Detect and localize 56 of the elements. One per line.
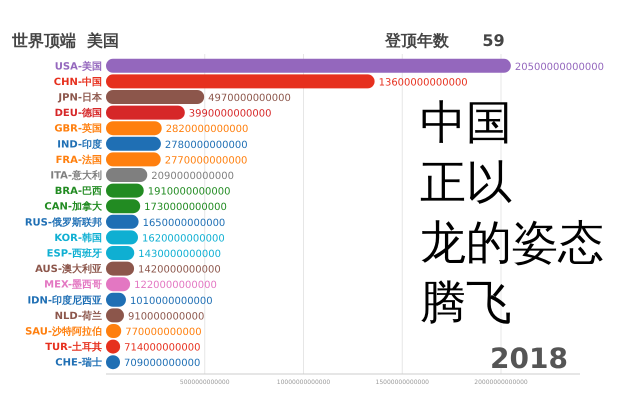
annotation: 龙的姿态	[420, 215, 604, 269]
y-tick-label: SAU-沙特阿拉伯	[25, 326, 102, 338]
data-label: 1010000000000	[130, 296, 213, 307]
data-label: 4970000000000	[208, 93, 291, 104]
data-label: 709000000000	[124, 358, 200, 370]
y-tick-label: CHN-中国	[54, 76, 102, 88]
data-label: 13600000000000	[378, 77, 468, 88]
y-tick-label: CHE-瑞士	[55, 356, 102, 369]
annotation: 2018	[490, 342, 568, 375]
data-label: 1420000000000	[138, 264, 221, 276]
data-label: 714000000000	[124, 342, 200, 354]
y-tick-label: BRA-巴西	[54, 186, 102, 198]
y-tick-label: ITA-意大利	[50, 170, 102, 182]
y-tick-label: MEX-墨西哥	[44, 278, 102, 291]
data-label: 2770000000000	[164, 155, 248, 166]
data-label: 1730000000000	[144, 202, 227, 214]
y-tick-label: NLD-荷兰	[54, 310, 102, 322]
bar	[106, 58, 511, 73]
chart-title: 世界顶端 美国	[11, 31, 120, 50]
y-tick-label: AUS-澳大利亚	[35, 263, 102, 276]
bar	[106, 90, 204, 104]
data-label: 2090000000000	[151, 171, 234, 182]
annotation: 腾飞	[420, 275, 512, 329]
bar	[106, 214, 139, 229]
data-label: 1910000000000	[148, 186, 230, 198]
chart-subtitle: 登顶年数 59	[384, 31, 505, 50]
bar	[106, 136, 161, 151]
data-label: 1650000000000	[142, 218, 226, 229]
y-tick-label: DEU-德国	[54, 107, 102, 120]
y-tick-label: IDN-印度尼西亚	[27, 294, 102, 306]
y-tick-label: KOR-韩国	[54, 232, 102, 244]
bar	[106, 106, 185, 120]
data-label: 770000000000	[125, 327, 202, 338]
data-label: 20500000000000	[514, 62, 604, 73]
y-tick-label: TUR-土耳其	[45, 341, 102, 354]
data-label: 1430000000000	[138, 249, 221, 260]
bar	[106, 152, 161, 166]
data-label: 910000000000	[128, 311, 204, 322]
y-tick-label: IND-印度	[57, 138, 102, 150]
bar	[106, 74, 375, 88]
annotation: 正以	[420, 155, 512, 209]
bar	[106, 121, 162, 136]
data-label: 1220000000000	[134, 280, 217, 292]
y-tick-label: USA-美国	[54, 60, 102, 72]
data-label: 2820000000000	[166, 124, 248, 136]
y-tick-label: RUS-俄罗斯联邦	[24, 216, 102, 228]
data-label: 2780000000000	[164, 140, 248, 151]
annotation: 中国	[420, 95, 512, 149]
y-tick-label: GBR-英国	[54, 122, 102, 135]
bar	[106, 168, 148, 182]
y-tick-label: FRA-法国	[56, 154, 102, 166]
data-label: 3990000000000	[188, 108, 272, 120]
y-tick-label: ESP-西班牙	[46, 248, 102, 260]
data-label: 1620000000000	[142, 233, 225, 244]
y-tick-label: JPN-日本	[57, 92, 103, 104]
y-tick-label: CAN-加拿大	[44, 200, 103, 213]
